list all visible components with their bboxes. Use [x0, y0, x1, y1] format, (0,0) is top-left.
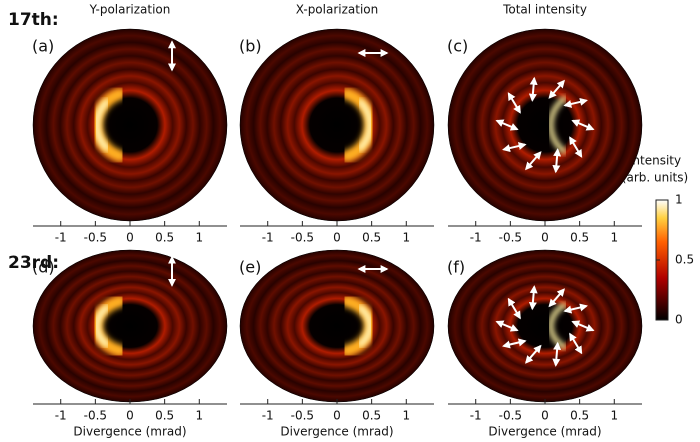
polarization-arrow: [548, 79, 565, 99]
colorbar-tick-label: 0: [675, 313, 683, 327]
column-title: Total intensity: [502, 3, 587, 17]
panel-label: (d): [32, 258, 55, 277]
polarization-arrow: [571, 320, 595, 332]
intensity-image: [32, 249, 228, 403]
panel: (b) -1 -0.5 0 0.5 1: [239, 28, 435, 245]
bright-ring: [94, 98, 110, 152]
x-tick-label: 0.5: [362, 409, 381, 423]
colorbar-tick-label: 0.5: [675, 253, 694, 267]
x-tick-label: -0.5: [291, 409, 314, 423]
polarization-arrow: [552, 341, 562, 367]
row-label: 23rd:: [8, 253, 59, 273]
x-tick-label: 1: [402, 409, 410, 423]
polarization-arrow: [495, 320, 519, 332]
bright-ring: [94, 304, 110, 348]
x-tick-label: -0.5: [499, 231, 522, 245]
x-tick-label: 0: [333, 231, 341, 245]
x-tick-label: -0.5: [84, 409, 107, 423]
x-tick-label: 0: [126, 231, 134, 245]
x-axis-label: Divergence (mrad): [488, 425, 601, 439]
x-tick-label: -0.5: [291, 231, 314, 245]
polarization-arrow: [502, 142, 527, 153]
column-title: X-polarization: [296, 3, 379, 17]
polarization-arrow: [528, 76, 538, 102]
polarization-arrow: [525, 344, 542, 364]
intensity-image: [447, 249, 643, 403]
intensity-image: [239, 28, 435, 222]
x-tick-label: -0.5: [499, 409, 522, 423]
polarization-arrow: [495, 119, 519, 131]
x-tick-label: 1: [610, 231, 618, 245]
polarization-arrow: [552, 148, 562, 174]
panel-label: (b): [239, 37, 262, 56]
x-tick-label: 0: [541, 409, 549, 423]
colorbar-title: Intensity: [629, 154, 681, 168]
panel-label: (a): [32, 37, 54, 56]
x-tick-label: 0.5: [362, 231, 381, 245]
panel-label: (f): [447, 258, 465, 277]
x-tick-label: -1: [55, 231, 67, 245]
x-tick-label: 0: [541, 231, 549, 245]
x-tick-label: -0.5: [84, 231, 107, 245]
x-tick-label: -1: [262, 409, 274, 423]
x-tick-label: 0: [126, 409, 134, 423]
polarization-arrow: [571, 119, 595, 131]
polarization-arrow: [507, 92, 521, 114]
colorbar-tick-label: 1: [675, 193, 683, 207]
polarization-arrow: [569, 332, 583, 355]
panel-label: (c): [447, 37, 468, 56]
panel: (e) -1 -0.5 0 0.5 1 Divergence (mrad): [239, 249, 435, 439]
panel: (f) -1 -0.5 0 0.5 1 Divergence (mrad): [447, 249, 643, 439]
x-tick-label: 0.5: [570, 231, 589, 245]
polarization-arrow: [569, 136, 583, 158]
bright-ring: [357, 98, 373, 152]
polarization-arrow: [528, 285, 538, 311]
column-title: Y-polarization: [89, 3, 171, 17]
intensity-image: [32, 28, 228, 222]
x-tick-label: -1: [55, 409, 67, 423]
x-tick-label: 0.5: [155, 409, 174, 423]
intensity-image: [239, 249, 435, 403]
bright-ring: [357, 304, 373, 348]
x-tick-label: 1: [195, 231, 203, 245]
bright-ring: [548, 96, 567, 154]
x-tick-label: 1: [402, 231, 410, 245]
panel: (d) -1 -0.5 0 0.5 1 Divergence (mrad): [32, 249, 228, 439]
x-tick-label: -1: [262, 231, 274, 245]
x-tick-label: 1: [610, 409, 618, 423]
x-tick-label: 1: [195, 409, 203, 423]
colorbar-subtitle: (arb. units): [622, 171, 688, 185]
polarization-arrow: [548, 288, 565, 308]
polarization-arrow: [563, 303, 588, 314]
polarization-arrow: [502, 338, 527, 349]
intensity-image: [447, 28, 643, 222]
polarization-arrow: [507, 297, 521, 320]
polarization-arrow: [525, 151, 542, 171]
x-tick-label: 0.5: [155, 231, 174, 245]
x-axis-label: Divergence (mrad): [280, 425, 393, 439]
x-tick-label: 0.5: [570, 409, 589, 423]
panel: (c) -1 -0.5 0 0.5 1: [447, 28, 643, 245]
row-label: 17th:: [8, 10, 59, 30]
x-axis-label: Divergence (mrad): [73, 425, 186, 439]
x-tick-label: 0: [333, 409, 341, 423]
x-tick-label: -1: [470, 409, 482, 423]
polarization-arrow: [563, 97, 588, 108]
panel: (a) -1 -0.5 0 0.5 1: [32, 28, 228, 245]
x-tick-label: -1: [470, 231, 482, 245]
panel-label: (e): [239, 258, 261, 277]
